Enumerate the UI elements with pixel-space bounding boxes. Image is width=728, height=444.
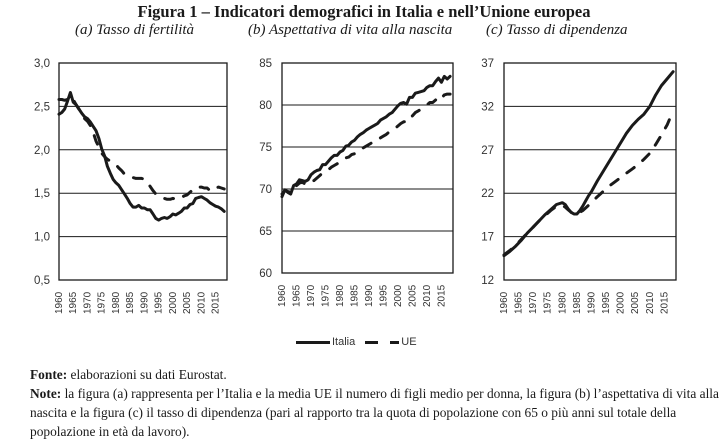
chart-b-title: (b) Aspettativa di vita alla nascita [248,22,453,38]
chart-c-xtick-label: 1995 [601,291,612,314]
chart-b-xtick-label: 1990 [364,284,375,307]
chart-b-xtick-label: 2010 [422,284,433,307]
chart-b-ytick-label: 65 [259,226,272,238]
chart-c-series-ue [502,109,675,257]
legend-swatch-italia [296,340,330,344]
chart-a-title: (a) Tasso di fertilità [75,22,195,38]
chart-a-plot-frame [58,62,228,281]
chart-c-ytick-label: 17 [481,232,494,244]
chart-a-xtick-label: 2010 [196,291,207,314]
note-paragraph: Note: la figura (a) rappresenta per l’It… [30,384,720,441]
chart-c-xtick-label: 2005 [630,291,641,314]
chart-b-xtick-label: 2000 [393,284,404,307]
chart-c-xtick-label: 1960 [499,291,510,314]
source-label: Fonte: [30,367,68,382]
chart-b-plot-frame [281,62,454,274]
chart-b: 60 65 70 75 80 85 1960 1965 1970 1975 1980 1985 1990… [259,58,454,307]
chart-b-xtick-label: 1970 [306,284,317,307]
chart-c-ytick-label: 22 [481,188,494,200]
chart-a-xtick-label: 1960 [54,291,65,314]
chart-a-ytick-label: 1,5 [34,188,50,200]
chart-a-series-italia [57,91,226,222]
chart-c-xtick-label: 1975 [543,291,554,314]
chart-a-ytick-label: 2,0 [34,145,50,157]
chart-b-xtick-label: 1975 [320,284,331,307]
chart-c-xtick-label: 2015 [659,291,670,314]
chart-c-series-italia [502,70,675,258]
chart-a-xtick-label: 1980 [111,291,122,314]
chart-a-ytick-label: 1,0 [34,232,50,244]
note-text: la figura (a) rappresenta per l’Italia e… [30,386,719,439]
chart-c: 12 17 22 27 32 37 1960 1965 1970 1975 1980 1985 1990… [481,58,677,314]
chart-b-series-ue [280,92,452,196]
chart-c-xtick-label: 1970 [528,291,539,314]
legend-label-italia: Italia [332,336,356,348]
chart-c-xtick-label: 1985 [572,291,583,314]
chart-a-ytick-label: 2,5 [34,101,50,113]
chart-b-xtick-label: 1965 [291,284,302,307]
chart-c-xtick-label: 2010 [645,291,656,314]
chart-a-xtick-label: 2000 [168,291,179,314]
note-label: Note: [30,386,62,401]
legend: Italia UE [296,336,417,348]
chart-a-xtick-label: 2015 [211,291,222,314]
chart-a-xtick-label: 1985 [125,291,136,314]
chart-a-ytick-label: 0,5 [34,275,50,287]
chart-a-xtick-label: 1970 [82,291,93,314]
chart-b-ytick-label: 80 [259,100,272,112]
chart-a-xtick-label: 1975 [97,291,108,314]
chart-b-ytick-label: 85 [259,58,272,70]
chart-a-xtick-label: 1965 [68,291,79,314]
chart-b-xtick-label: 1995 [378,284,389,307]
chart-b-xtick-label: 1985 [349,284,360,307]
chart-b-ytick-label: 60 [259,268,272,280]
chart-a-xtick-label: 2005 [182,291,193,314]
chart-a-xtick-label: 1990 [139,291,150,314]
chart-c-plot-frame [503,62,677,281]
chart-a-series-ue [57,94,226,201]
chart-c-xtick-label: 1980 [557,291,568,314]
chart-b-xtick-label: 1960 [277,284,288,307]
chart-b-series-italia [280,74,452,199]
chart-c-xtick-label: 1990 [586,291,597,314]
chart-b-ytick-label: 70 [259,184,272,196]
chart-a-xtick-label: 1995 [154,291,165,314]
legend-label-ue: UE [401,336,417,348]
chart-c-ytick-label: 32 [481,101,494,113]
figure-notes: Fonte: elaborazioni su dati Eurostat. No… [30,365,720,441]
figure-title: Figura 1 – Indicatori demografici in Ita… [137,2,591,21]
chart-c-xtick-label: 1965 [514,291,525,314]
source-text: elaborazioni su dati Eurostat. [67,367,227,382]
chart-a-ytick-label: 3,0 [34,58,50,70]
source-line: Fonte: elaborazioni su dati Eurostat. [30,365,720,384]
chart-b-xtick-label: 2015 [436,284,447,307]
chart-b-ytick-label: 75 [259,142,272,154]
chart-c-ytick-label: 27 [481,145,494,157]
chart-c-xtick-label: 2000 [616,291,627,314]
chart-c-ytick-label: 12 [481,275,494,287]
chart-c-ytick-label: 37 [481,58,494,70]
chart-b-xtick-label: 2005 [407,284,418,307]
chart-b-xtick-label: 1980 [335,284,346,307]
legend-swatch-ue [365,340,400,344]
chart-c-title: (c) Tasso di dipendenza [486,22,628,38]
